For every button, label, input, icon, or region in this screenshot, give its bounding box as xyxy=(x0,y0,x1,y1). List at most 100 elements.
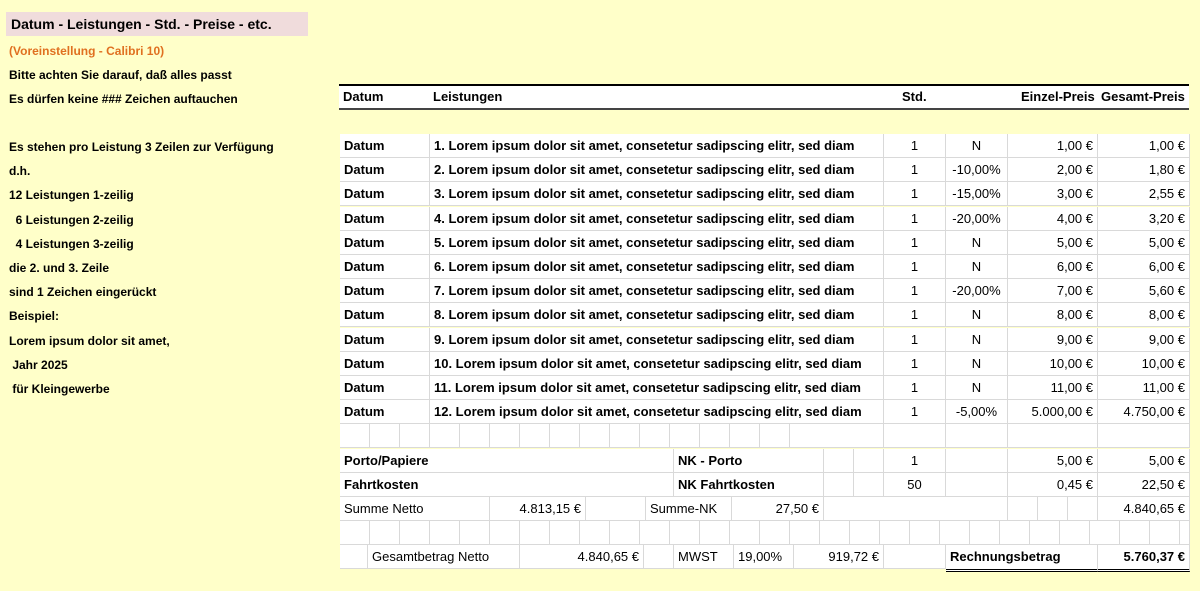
cell-rabatt[interactable]: N xyxy=(946,231,1008,255)
empty-cell[interactable] xyxy=(490,521,520,545)
cell-einzel-preis[interactable]: 10,00 € xyxy=(1008,352,1098,376)
empty-cell[interactable] xyxy=(580,521,610,545)
cell-std[interactable]: 1 xyxy=(884,207,946,231)
cell-datum[interactable]: Datum xyxy=(340,328,430,352)
gesamt-netto[interactable]: 4.840,65 € xyxy=(520,545,644,569)
empty-cell[interactable] xyxy=(580,424,610,448)
cell-einzel-preis[interactable]: 5,00 € xyxy=(1008,231,1098,255)
mwst-betrag[interactable]: 919,72 € xyxy=(794,545,884,569)
cell-leistung[interactable]: 5. Lorem ipsum dolor sit amet, consetetu… xyxy=(430,231,884,255)
cell-datum[interactable]: Datum xyxy=(340,400,430,424)
cell-datum[interactable]: Datum xyxy=(340,303,430,327)
empty-cell[interactable] xyxy=(946,424,1008,448)
cell-rabatt[interactable]: N xyxy=(946,255,1008,279)
rechnungsbetrag-label[interactable]: Rechnungsbetrag xyxy=(946,545,1098,572)
cell-leistung[interactable]: 10. Lorem ipsum dolor sit amet, consetet… xyxy=(430,352,884,376)
cell-datum[interactable]: Datum xyxy=(340,255,430,279)
cell[interactable] xyxy=(854,473,884,497)
empty-cell[interactable] xyxy=(430,424,460,448)
cell-gesamt-preis[interactable]: 8,00 € xyxy=(1098,303,1190,327)
zwischensumme[interactable]: 4.840,65 € xyxy=(1098,497,1190,521)
empty-cell[interactable] xyxy=(730,424,760,448)
cell-einzel-preis[interactable]: 11,00 € xyxy=(1008,376,1098,400)
nk-porto-label[interactable]: NK - Porto xyxy=(674,449,824,473)
cell[interactable] xyxy=(644,545,674,569)
empty-cell[interactable] xyxy=(1000,521,1030,545)
empty-cell[interactable] xyxy=(884,424,946,448)
empty-cell[interactable] xyxy=(370,424,400,448)
cell-std[interactable]: 1 xyxy=(884,352,946,376)
fahrt-einzel[interactable]: 0,45 € xyxy=(1008,473,1098,497)
cell-einzel-preis[interactable]: 7,00 € xyxy=(1008,279,1098,303)
cell-leistung[interactable]: 2. Lorem ipsum dolor sit amet, consetetu… xyxy=(430,158,884,182)
cell-gesamt-preis[interactable]: 5,00 € xyxy=(1098,231,1190,255)
cell[interactable] xyxy=(946,449,1008,473)
cell-datum[interactable]: Datum xyxy=(340,158,430,182)
porto-label[interactable]: Porto/Papiere xyxy=(340,449,674,473)
cell-rabatt[interactable]: -20,00% xyxy=(946,279,1008,303)
summe-netto-label[interactable]: Summe Netto xyxy=(340,497,490,521)
cell-rabatt[interactable]: N xyxy=(946,352,1008,376)
cell[interactable] xyxy=(884,545,946,569)
cell-datum[interactable]: Datum xyxy=(340,352,430,376)
porto-std[interactable]: 1 xyxy=(884,449,946,473)
cell-gesamt-preis[interactable]: 6,00 € xyxy=(1098,255,1190,279)
cell-std[interactable]: 1 xyxy=(884,158,946,182)
cell[interactable] xyxy=(586,497,646,521)
empty-cell[interactable] xyxy=(550,521,580,545)
cell-datum[interactable]: Datum xyxy=(340,134,430,158)
cell-rabatt[interactable]: N xyxy=(946,376,1008,400)
cell-datum[interactable]: Datum xyxy=(340,279,430,303)
cell-rabatt[interactable]: N xyxy=(946,134,1008,158)
empty-cell[interactable] xyxy=(1180,521,1190,545)
cell-std[interactable]: 1 xyxy=(884,376,946,400)
empty-cell[interactable] xyxy=(400,521,430,545)
gesamt-netto-label[interactable]: Gesamtbetrag Netto xyxy=(368,545,520,569)
empty-cell[interactable] xyxy=(1098,424,1190,448)
cell-datum[interactable]: Datum xyxy=(340,231,430,255)
cell-gesamt-preis[interactable]: 2,55 € xyxy=(1098,182,1190,206)
empty-cell[interactable] xyxy=(940,521,970,545)
cell-einzel-preis[interactable]: 5.000,00 € xyxy=(1008,400,1098,424)
cell[interactable] xyxy=(824,497,1008,521)
cell-rabatt[interactable]: -10,00% xyxy=(946,158,1008,182)
cell-std[interactable]: 1 xyxy=(884,231,946,255)
summe-netto[interactable]: 4.813,15 € xyxy=(490,497,586,521)
empty-cell[interactable] xyxy=(700,424,730,448)
empty-cell[interactable] xyxy=(670,424,700,448)
empty-cell[interactable] xyxy=(880,521,910,545)
cell-einzel-preis[interactable]: 2,00 € xyxy=(1008,158,1098,182)
empty-cell[interactable] xyxy=(850,521,880,545)
cell-leistung[interactable]: 12. Lorem ipsum dolor sit amet, consetet… xyxy=(430,400,884,424)
empty-cell[interactable] xyxy=(490,424,520,448)
cell-rabatt[interactable]: -5,00% xyxy=(946,400,1008,424)
mwst-rate[interactable]: 19,00% xyxy=(734,545,794,569)
fahrt-label[interactable]: Fahrtkosten xyxy=(340,473,674,497)
empty-cell[interactable] xyxy=(550,424,580,448)
cell-datum[interactable]: Datum xyxy=(340,182,430,206)
cell-rabatt[interactable]: N xyxy=(946,328,1008,352)
empty-cell[interactable] xyxy=(520,424,550,448)
cell-std[interactable]: 1 xyxy=(884,134,946,158)
empty-cell[interactable] xyxy=(460,424,490,448)
cell-leistung[interactable]: 8. Lorem ipsum dolor sit amet, consetetu… xyxy=(430,303,884,327)
empty-cell[interactable] xyxy=(520,521,550,545)
cell-rabatt[interactable]: -15,00% xyxy=(946,182,1008,206)
empty-cell[interactable] xyxy=(700,521,730,545)
summe-nk-label[interactable]: Summe-NK xyxy=(646,497,732,521)
empty-cell[interactable] xyxy=(640,521,670,545)
cell-std[interactable]: 1 xyxy=(884,400,946,424)
mwst-label[interactable]: MWST xyxy=(674,545,734,569)
fahrt-std[interactable]: 50 xyxy=(884,473,946,497)
empty-cell[interactable] xyxy=(1060,521,1090,545)
cell-leistung[interactable]: 4. Lorem ipsum dolor sit amet, consetetu… xyxy=(430,207,884,231)
cell-einzel-preis[interactable]: 8,00 € xyxy=(1008,303,1098,327)
cell-leistung[interactable]: 7. Lorem ipsum dolor sit amet, consetetu… xyxy=(430,279,884,303)
rechnungsbetrag[interactable]: 5.760,37 € xyxy=(1098,545,1190,572)
empty-cell[interactable] xyxy=(610,521,640,545)
empty-cell[interactable] xyxy=(340,424,370,448)
empty-cell[interactable] xyxy=(640,424,670,448)
empty-cell[interactable] xyxy=(790,424,884,448)
cell[interactable] xyxy=(824,449,854,473)
cell-rabatt[interactable]: N xyxy=(946,303,1008,327)
